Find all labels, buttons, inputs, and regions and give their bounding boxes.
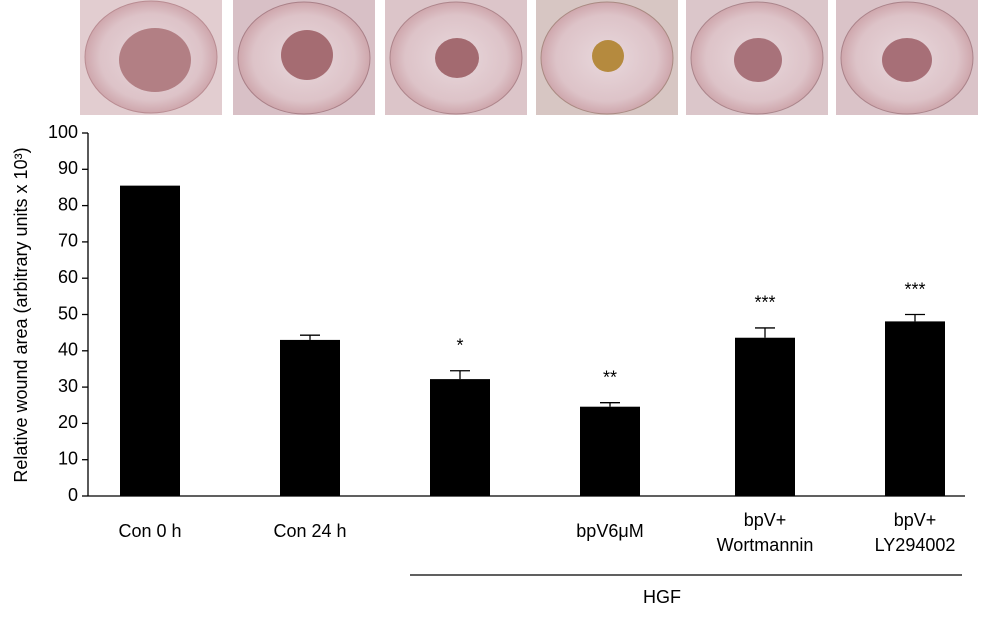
significance-label: * [456,336,463,356]
significance-label: ** [603,367,617,387]
y-tick-label: 40 [58,340,78,360]
y-tick-label: 0 [68,485,78,505]
x-tick-label: bpV+ Wortmannin [717,510,814,555]
y-tick-label: 100 [48,122,78,142]
y-tick-label: 50 [58,303,78,323]
y-tick-label: 90 [58,158,78,178]
y-tick-label: 20 [58,412,78,432]
significance-label: *** [754,293,775,313]
y-tick-label: 60 [58,267,78,287]
x-tick-label: Con 24 h [273,521,346,541]
bar [280,339,340,496]
y-tick-label: 30 [58,376,78,396]
y-tick-label: 70 [58,231,78,251]
bar [120,185,180,496]
bar [885,321,945,496]
group-label: HGF [643,587,681,607]
photos [80,0,978,115]
y-tick-label: 80 [58,194,78,214]
y-tick-label: 10 [58,448,78,468]
bar [735,337,795,496]
bar [430,379,490,496]
x-tick-label: bpV+ LY294002 [875,510,956,555]
photo [536,0,678,115]
photo [80,0,222,115]
x-tick-label: bpV6μM [576,521,643,541]
bar [580,406,640,496]
x-tick-label: Con 0 h [118,521,181,541]
photo [233,0,375,115]
photo [385,0,527,115]
photo [686,0,828,115]
significance-label: *** [904,279,925,299]
photo [836,0,978,115]
y-axis-label: Relative wound area (arbitrary units x 1… [11,147,31,482]
